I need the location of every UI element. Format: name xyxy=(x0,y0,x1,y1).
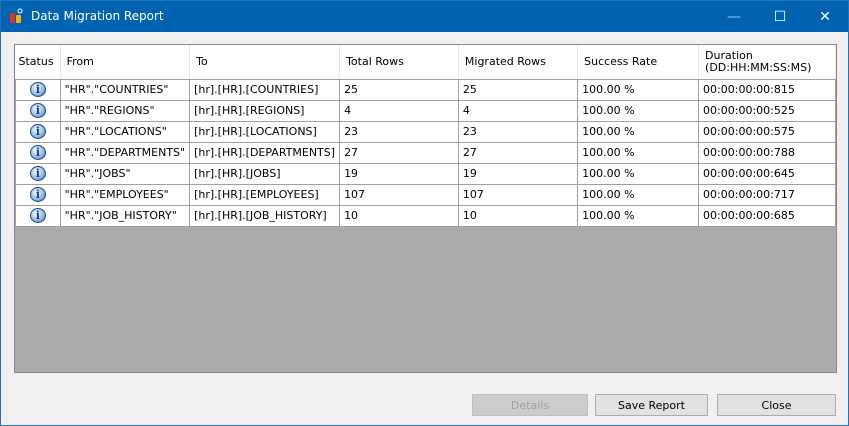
title-bar[interactable]: Data Migration Report — ☐ ✕ xyxy=(1,1,848,32)
rate-cell: 100.00 % xyxy=(577,78,700,101)
minimize-button[interactable]: — xyxy=(727,8,741,25)
from-cell: "HR"."JOBS" xyxy=(59,162,191,185)
from-cell: "HR"."COUNTRIES" xyxy=(59,78,191,101)
to-cell: [hr].[HR].[JOB_HISTORY] xyxy=(189,204,341,227)
column-header[interactable]: Duration (DD:HH:MM:SS:MS) xyxy=(698,45,836,80)
maximize-button[interactable]: ☐ xyxy=(773,8,787,25)
duration-cell: 00:00:00:00:717 xyxy=(698,183,836,206)
to-cell: [hr].[HR].[COUNTRIES] xyxy=(189,78,341,101)
rate-cell: 100.00 % xyxy=(577,183,700,206)
to-cell: [hr].[HR].[EMPLOYEES] xyxy=(189,183,341,206)
duration-cell: 00:00:00:00:525 xyxy=(698,99,836,122)
to-cell: [hr].[HR].[JOBS] xyxy=(189,162,341,185)
info-icon: i xyxy=(29,208,46,223)
total-cell: 4 xyxy=(339,99,459,122)
info-icon: i xyxy=(29,145,46,160)
info-icon: i xyxy=(29,82,46,97)
table-row[interactable]: i "HR"."EMPLOYEES" [hr].[HR].[EMPLOYEES] 10… xyxy=(15,183,836,206)
table-row[interactable]: i "HR"."JOB_HISTORY" [hr].[HR].[JOB_HISTOR… xyxy=(15,204,836,227)
rate-cell: 100.00 % xyxy=(577,141,700,164)
migrated-cell: 19 xyxy=(457,162,579,185)
rate-cell: 100.00 % xyxy=(577,120,700,143)
status-cell: i xyxy=(15,78,61,101)
column-header[interactable]: To xyxy=(189,45,341,80)
duration-cell: 00:00:00:00:815 xyxy=(698,78,836,101)
migration-grid[interactable]: Status From To Total Rows Migrated Rows Succe… xyxy=(14,44,837,373)
migrated-cell: 27 xyxy=(457,141,579,164)
total-cell: 107 xyxy=(339,183,459,206)
status-cell: i xyxy=(15,99,61,122)
total-cell: 23 xyxy=(339,120,459,143)
status-cell: i xyxy=(15,204,61,227)
rate-cell: 100.00 % xyxy=(577,99,700,122)
rate-cell: 100.00 % xyxy=(577,204,700,227)
duration-cell: 00:00:00:00:685 xyxy=(698,204,836,227)
total-cell: 25 xyxy=(339,78,459,101)
column-header[interactable]: From xyxy=(60,45,191,80)
migration-table: Status From To Total Rows Migrated Rows Succe… xyxy=(15,45,836,227)
info-icon: i xyxy=(29,187,46,202)
status-cell: i xyxy=(15,120,61,143)
migrated-cell: 4 xyxy=(457,99,579,122)
from-cell: "HR"."EMPLOYEES" xyxy=(59,183,191,206)
rate-cell: 100.00 % xyxy=(577,162,700,185)
app-icon xyxy=(10,8,23,23)
table-row[interactable]: i "HR"."COUNTRIES" [hr].[HR].[COUNTRIES] 25… xyxy=(15,78,836,101)
duration-cell: 00:00:00:00:575 xyxy=(698,120,836,143)
to-cell: [hr].[HR].[REGIONS] xyxy=(189,99,341,122)
info-icon: i xyxy=(29,124,46,139)
migrated-cell: 23 xyxy=(457,120,579,143)
duration-cell: 00:00:00:00:788 xyxy=(698,141,836,164)
column-header[interactable]: Status xyxy=(15,45,61,80)
window-title: Data Migration Report xyxy=(31,9,164,23)
total-cell: 19 xyxy=(339,162,459,185)
migrated-cell: 107 xyxy=(457,183,579,206)
table-row[interactable]: i "HR"."REGIONS" [hr].[HR].[REGIONS] 4 4 100.… xyxy=(15,99,836,122)
from-cell: "HR"."LOCATIONS" xyxy=(59,120,191,143)
info-icon: i xyxy=(29,166,46,181)
to-cell: [hr].[HR].[DEPARTMENTS] xyxy=(189,141,341,164)
column-header[interactable]: Success Rate xyxy=(577,45,700,80)
migrated-cell: 25 xyxy=(457,78,579,101)
from-cell: "HR"."REGIONS" xyxy=(59,99,191,122)
table-row[interactable]: i "HR"."JOBS" [hr].[HR].[JOBS] 19 19 100.00 %… xyxy=(15,162,836,185)
status-cell: i xyxy=(15,162,61,185)
to-cell: [hr].[HR].[LOCATIONS] xyxy=(189,120,341,143)
total-cell: 27 xyxy=(339,141,459,164)
from-cell: "HR"."DEPARTMENTS" xyxy=(59,141,191,164)
info-icon: i xyxy=(29,103,46,118)
migrated-cell: 10 xyxy=(457,204,579,227)
close-button[interactable]: Close xyxy=(717,394,836,416)
close-window-button[interactable]: ✕ xyxy=(819,8,831,25)
status-cell: i xyxy=(15,141,61,164)
details-button[interactable]: Details xyxy=(472,394,588,416)
column-header[interactable]: Total Rows xyxy=(339,45,459,80)
status-cell: i xyxy=(15,183,61,206)
duration-cell: 00:00:00:00:645 xyxy=(698,162,836,185)
table-row[interactable]: i "HR"."LOCATIONS" [hr].[HR].[LOCATIONS] 23… xyxy=(15,120,836,143)
save-report-button[interactable]: Save Report xyxy=(595,394,708,416)
total-cell: 10 xyxy=(339,204,459,227)
column-header[interactable]: Migrated Rows xyxy=(458,45,579,80)
from-cell: "HR"."JOB_HISTORY" xyxy=(59,204,191,227)
table-row[interactable]: i "HR"."DEPARTMENTS" [hr].[HR].[DEPARTMENT… xyxy=(15,141,836,164)
